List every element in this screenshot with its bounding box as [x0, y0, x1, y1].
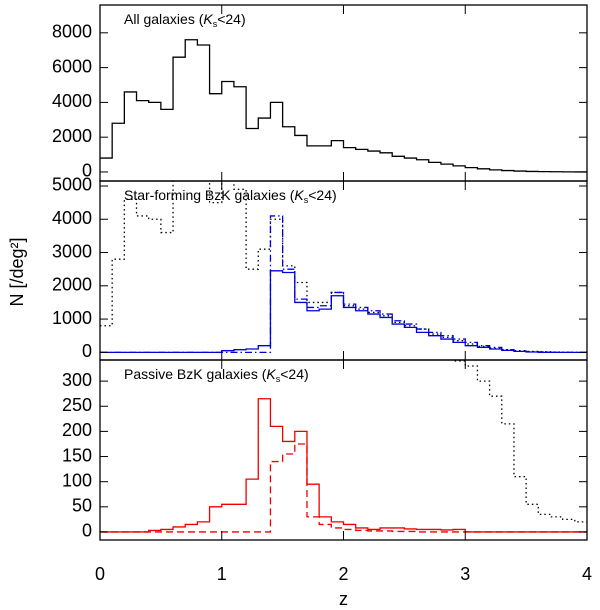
annotation-part: All galaxies ( — [124, 11, 204, 27]
y-tick-label: 4000 — [52, 208, 92, 228]
y-tick-label: 0 — [82, 161, 92, 181]
x-tick-label: 1 — [217, 564, 227, 584]
panel-annotation: Star-forming BzK galaxies (Ks<24) — [124, 187, 337, 206]
y-axis-label: N [/deg²] — [7, 237, 27, 306]
y-tick-label: 0 — [82, 521, 92, 541]
x-axis-label: z — [339, 589, 348, 609]
annotation-part: K — [203, 11, 213, 27]
panel-annotation: Passive BzK galaxies (Ks<24) — [124, 366, 309, 385]
x-tick-label: 2 — [338, 564, 348, 584]
panel-frame — [99, 359, 588, 541]
y-tick-label: 2000 — [52, 126, 92, 146]
y-tick-label: 150 — [62, 445, 92, 465]
y-tick-label: 0 — [82, 341, 92, 361]
annotation-part: s — [213, 19, 218, 29]
y-tick-label: 250 — [62, 395, 92, 415]
histogram-step — [100, 270, 587, 353]
annotation-part: Star-forming BzK galaxies ( — [124, 187, 295, 203]
annotation-part: <24) — [280, 366, 308, 382]
histogram-step — [100, 398, 587, 533]
histogram-step — [100, 443, 587, 533]
x-tick-label: 4 — [582, 564, 592, 584]
y-tick-label: 6000 — [52, 56, 92, 76]
x-tick-label: 0 — [95, 564, 105, 584]
y-tick-label: 8000 — [52, 22, 92, 42]
y-tick-label: 4000 — [52, 91, 92, 111]
y-tick-label: 5000 — [52, 175, 92, 195]
y-tick-label: 50 — [72, 496, 92, 516]
annotation-part: <24) — [308, 187, 336, 203]
y-tick-label: 300 — [62, 370, 92, 390]
panel-annotation: All galaxies (Ks<24) — [124, 11, 246, 30]
annotation-part: s — [276, 374, 281, 384]
y-tick-label: 200 — [62, 420, 92, 440]
histogram-step — [100, 181, 587, 353]
y-tick-label: 100 — [62, 470, 92, 490]
y-tick-label: 3000 — [52, 241, 92, 261]
x-tick-label: 3 — [460, 564, 470, 584]
histogram-step — [452, 360, 587, 523]
annotation-part: s — [304, 195, 309, 205]
annotation-part: K — [266, 366, 276, 382]
annotation-part: K — [294, 187, 304, 203]
annotation-part: <24) — [217, 11, 245, 27]
y-tick-label: 2000 — [52, 275, 92, 295]
histogram-step — [100, 39, 587, 173]
y-tick-label: 1000 — [52, 308, 92, 328]
annotation-part: Passive BzK galaxies ( — [124, 366, 267, 382]
histogram-step — [100, 215, 587, 353]
